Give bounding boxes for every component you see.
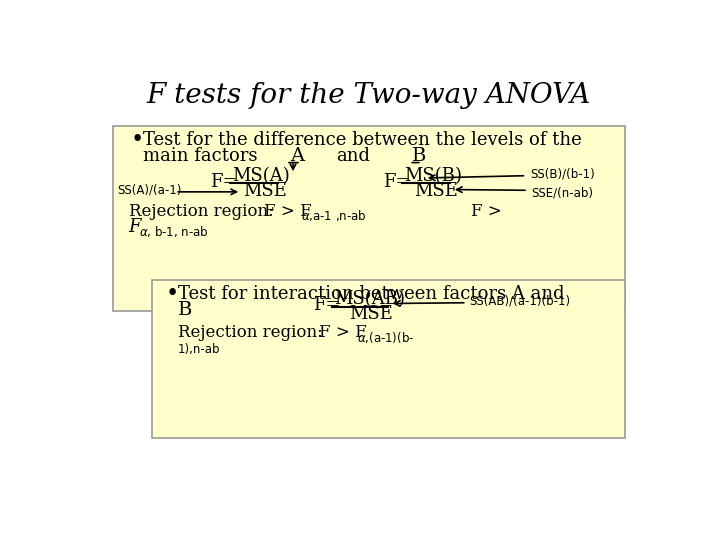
Text: MSE: MSE bbox=[349, 305, 392, 323]
Text: main factors: main factors bbox=[143, 147, 257, 165]
Text: F >: F > bbox=[472, 202, 502, 220]
Text: F=: F= bbox=[210, 173, 238, 191]
Text: •: • bbox=[130, 129, 143, 151]
Text: $\alpha$,a-1 ,n-ab: $\alpha$,a-1 ,n-ab bbox=[301, 208, 366, 223]
Text: and: and bbox=[336, 147, 371, 165]
Text: SS(B)/(b-1): SS(B)/(b-1) bbox=[530, 167, 595, 181]
Text: •: • bbox=[165, 284, 179, 305]
Text: Rejection region:: Rejection region: bbox=[129, 202, 274, 220]
FancyBboxPatch shape bbox=[152, 280, 625, 438]
Text: F: F bbox=[129, 218, 141, 235]
Text: Test for the difference between the levels of the: Test for the difference between the leve… bbox=[143, 131, 582, 149]
Text: F > F: F > F bbox=[264, 202, 311, 220]
Text: F tests for the Two-way ANOVA: F tests for the Two-way ANOVA bbox=[147, 82, 591, 109]
Text: F > F: F > F bbox=[319, 324, 366, 341]
Text: SSE/(n-ab): SSE/(n-ab) bbox=[532, 186, 594, 199]
Text: MS(AB): MS(AB) bbox=[334, 290, 405, 308]
Text: MS(A): MS(A) bbox=[232, 167, 289, 185]
Text: A: A bbox=[290, 147, 304, 165]
Text: 1),n-ab: 1),n-ab bbox=[178, 343, 220, 356]
Text: SS(AB)/(a-1)(b-1): SS(AB)/(a-1)(b-1) bbox=[469, 295, 571, 308]
Text: SS(A)/(a-1): SS(A)/(a-1) bbox=[117, 183, 181, 196]
Text: Rejection region:: Rejection region: bbox=[178, 324, 323, 341]
Text: $\alpha$,(a-1)(b-: $\alpha$,(a-1)(b- bbox=[356, 330, 414, 345]
Text: B: B bbox=[178, 301, 192, 320]
Text: F=: F= bbox=[313, 296, 341, 314]
FancyBboxPatch shape bbox=[113, 126, 625, 311]
Text: $\alpha$, b-1, n-ab: $\alpha$, b-1, n-ab bbox=[139, 224, 209, 239]
Text: Test for interaction between factors A and: Test for interaction between factors A a… bbox=[178, 285, 564, 303]
Text: B: B bbox=[412, 147, 426, 165]
Text: MSE: MSE bbox=[414, 182, 458, 200]
Text: MSE: MSE bbox=[243, 182, 287, 200]
Text: MS(B): MS(B) bbox=[404, 167, 462, 185]
Text: F=: F= bbox=[383, 173, 410, 191]
